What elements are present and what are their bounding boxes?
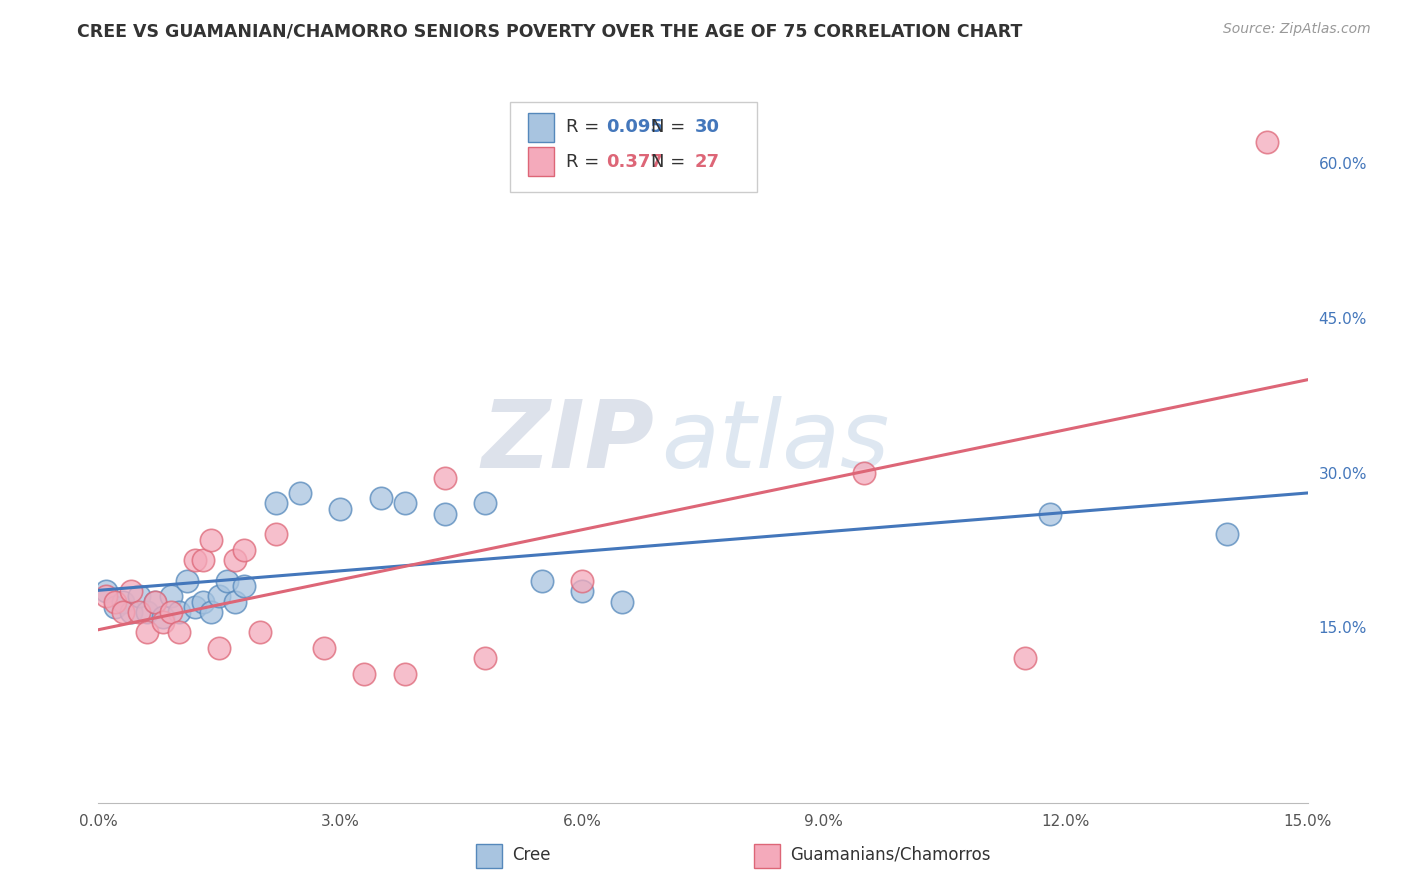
Point [111, 594, 134, 608]
Point [217, 574, 239, 588]
Point [394, 496, 416, 510]
Point [208, 640, 231, 655]
FancyBboxPatch shape [527, 147, 554, 177]
Point [208, 590, 231, 604]
Text: R =: R = [567, 153, 606, 171]
Text: atlas: atlas [661, 396, 889, 487]
Point [530, 574, 553, 588]
Text: Source: ZipAtlas.com: Source: ZipAtlas.com [1223, 22, 1371, 37]
FancyBboxPatch shape [527, 112, 554, 142]
Point [264, 527, 287, 541]
Text: ZIP: ZIP [482, 395, 655, 488]
Point [128, 605, 150, 619]
Point [160, 605, 183, 619]
Point [370, 491, 392, 506]
Text: 27: 27 [695, 153, 720, 171]
FancyBboxPatch shape [475, 844, 502, 868]
Point [160, 590, 183, 604]
Point [434, 507, 457, 521]
Text: Guamanians/Chamorros: Guamanians/Chamorros [790, 846, 991, 863]
Point [184, 599, 207, 614]
Point [571, 574, 593, 588]
Point [167, 625, 190, 640]
Point [1014, 651, 1036, 665]
Text: 0.377: 0.377 [606, 153, 664, 171]
Point [434, 471, 457, 485]
Point [167, 605, 190, 619]
Point [152, 610, 174, 624]
Point [394, 666, 416, 681]
Point [474, 651, 496, 665]
Point [152, 615, 174, 630]
Point [193, 553, 215, 567]
Point [232, 579, 254, 593]
Point [111, 605, 134, 619]
Text: 30: 30 [695, 119, 720, 136]
Text: CREE VS GUAMANIAN/CHAMORRO SENIORS POVERTY OVER THE AGE OF 75 CORRELATION CHART: CREE VS GUAMANIAN/CHAMORRO SENIORS POVER… [77, 22, 1022, 40]
Point [128, 590, 150, 604]
Point [103, 594, 125, 608]
Point [288, 486, 311, 500]
Point [232, 542, 254, 557]
Point [120, 605, 142, 619]
Point [200, 605, 222, 619]
Point [184, 553, 207, 567]
Point [353, 666, 375, 681]
Point [96, 590, 118, 604]
Text: Cree: Cree [512, 846, 551, 863]
Point [143, 594, 166, 608]
Point [224, 594, 246, 608]
FancyBboxPatch shape [509, 102, 758, 193]
Point [1256, 135, 1278, 149]
Point [1216, 527, 1239, 541]
Text: N =: N = [651, 119, 690, 136]
Point [249, 625, 271, 640]
Point [103, 599, 125, 614]
Point [571, 584, 593, 599]
Point [612, 594, 634, 608]
Point [193, 594, 215, 608]
Point [135, 605, 157, 619]
Point [224, 553, 246, 567]
Point [1039, 507, 1062, 521]
Point [143, 594, 166, 608]
Point [314, 640, 336, 655]
Point [474, 496, 496, 510]
Point [96, 584, 118, 599]
Point [176, 574, 198, 588]
Point [200, 533, 222, 547]
Text: R =: R = [567, 119, 606, 136]
Point [329, 501, 352, 516]
Point [264, 496, 287, 510]
Point [120, 584, 142, 599]
Point [853, 466, 876, 480]
Text: N =: N = [651, 153, 690, 171]
FancyBboxPatch shape [754, 844, 780, 868]
Point [135, 625, 157, 640]
Text: 0.095: 0.095 [606, 119, 664, 136]
